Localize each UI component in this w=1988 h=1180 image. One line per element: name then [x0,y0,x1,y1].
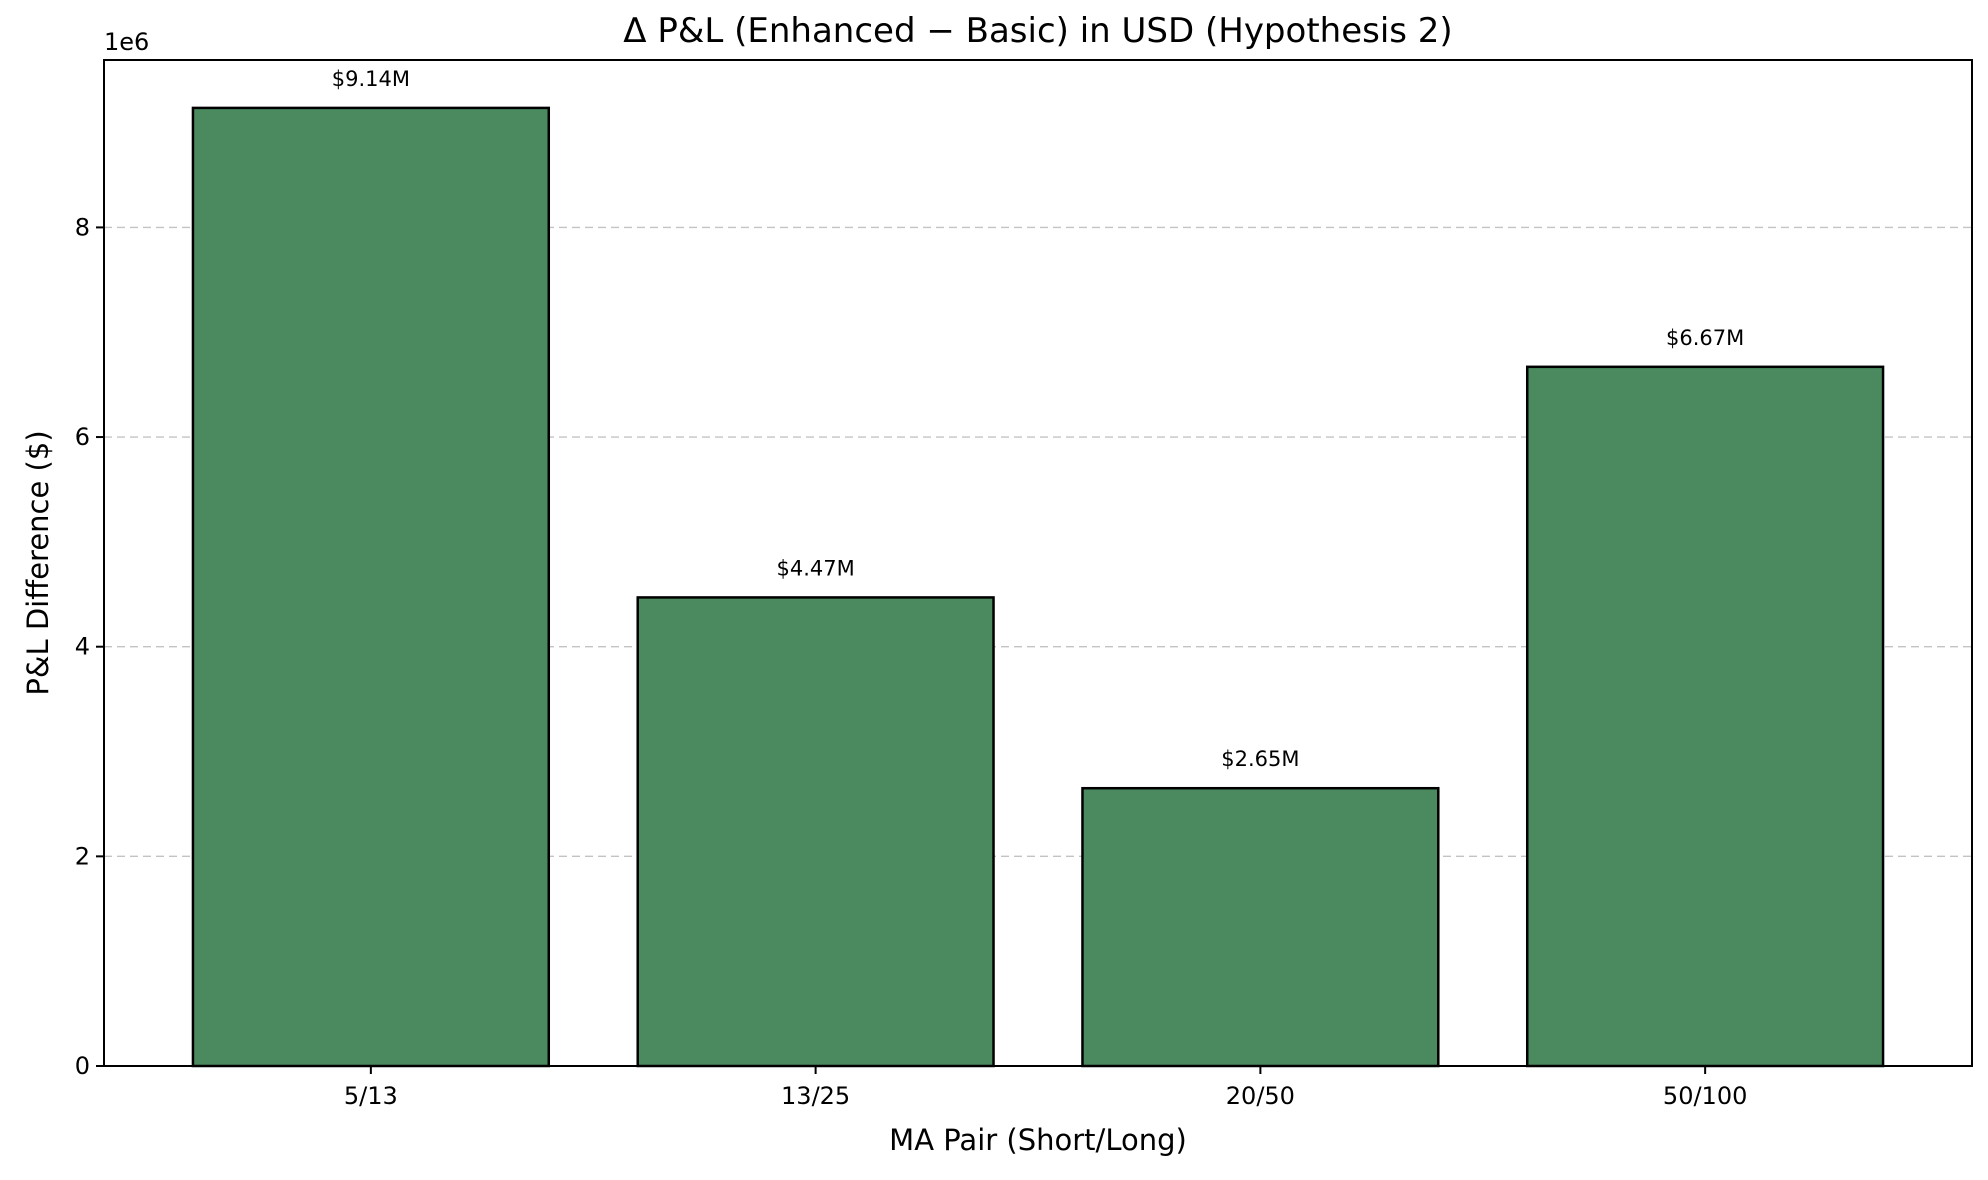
y-tick-label: 4 [75,633,90,661]
bar-value-label: $4.47M [776,556,854,580]
bar-50-100 [1525,365,1885,1068]
y-tick-label: 0 [75,1052,90,1080]
y-tick-label: 6 [75,423,90,451]
label-layer: 0 2 4 6 8 5/13 $9.14M 13/25 $4.47M 20/50 $2.65M 50/… [75,67,1748,1110]
tick-layer [96,226,1707,1074]
y-tick-label: 2 [75,842,90,870]
plot-area-frame [103,59,1973,1067]
y-axis-offset-text: 1e6 [104,28,149,56]
x-tick-label: 13/25 [781,1082,850,1110]
bar-13-25 [636,596,995,1068]
chart-title: Δ P&L (Enhanced − Basic) in USD (Hypothe… [623,11,1452,51]
x-tick-label: 20/50 [1226,1082,1295,1110]
y-axis-label: P&L Difference ($) [21,430,55,695]
y-tick-label: 8 [75,213,90,241]
bar-5-13 [191,106,551,1068]
x-tick-label: 50/100 [1663,1082,1747,1110]
x-axis-label: MA Pair (Short/Long) [889,1123,1187,1157]
bar-layer [191,106,1885,1068]
x-tick-label: 5/13 [344,1082,398,1110]
bar-value-label: $9.14M [332,67,410,91]
bar-value-label: $6.67M [1666,326,1744,350]
bar-value-label: $2.65M [1221,747,1299,771]
bar-20-50 [1081,786,1440,1068]
